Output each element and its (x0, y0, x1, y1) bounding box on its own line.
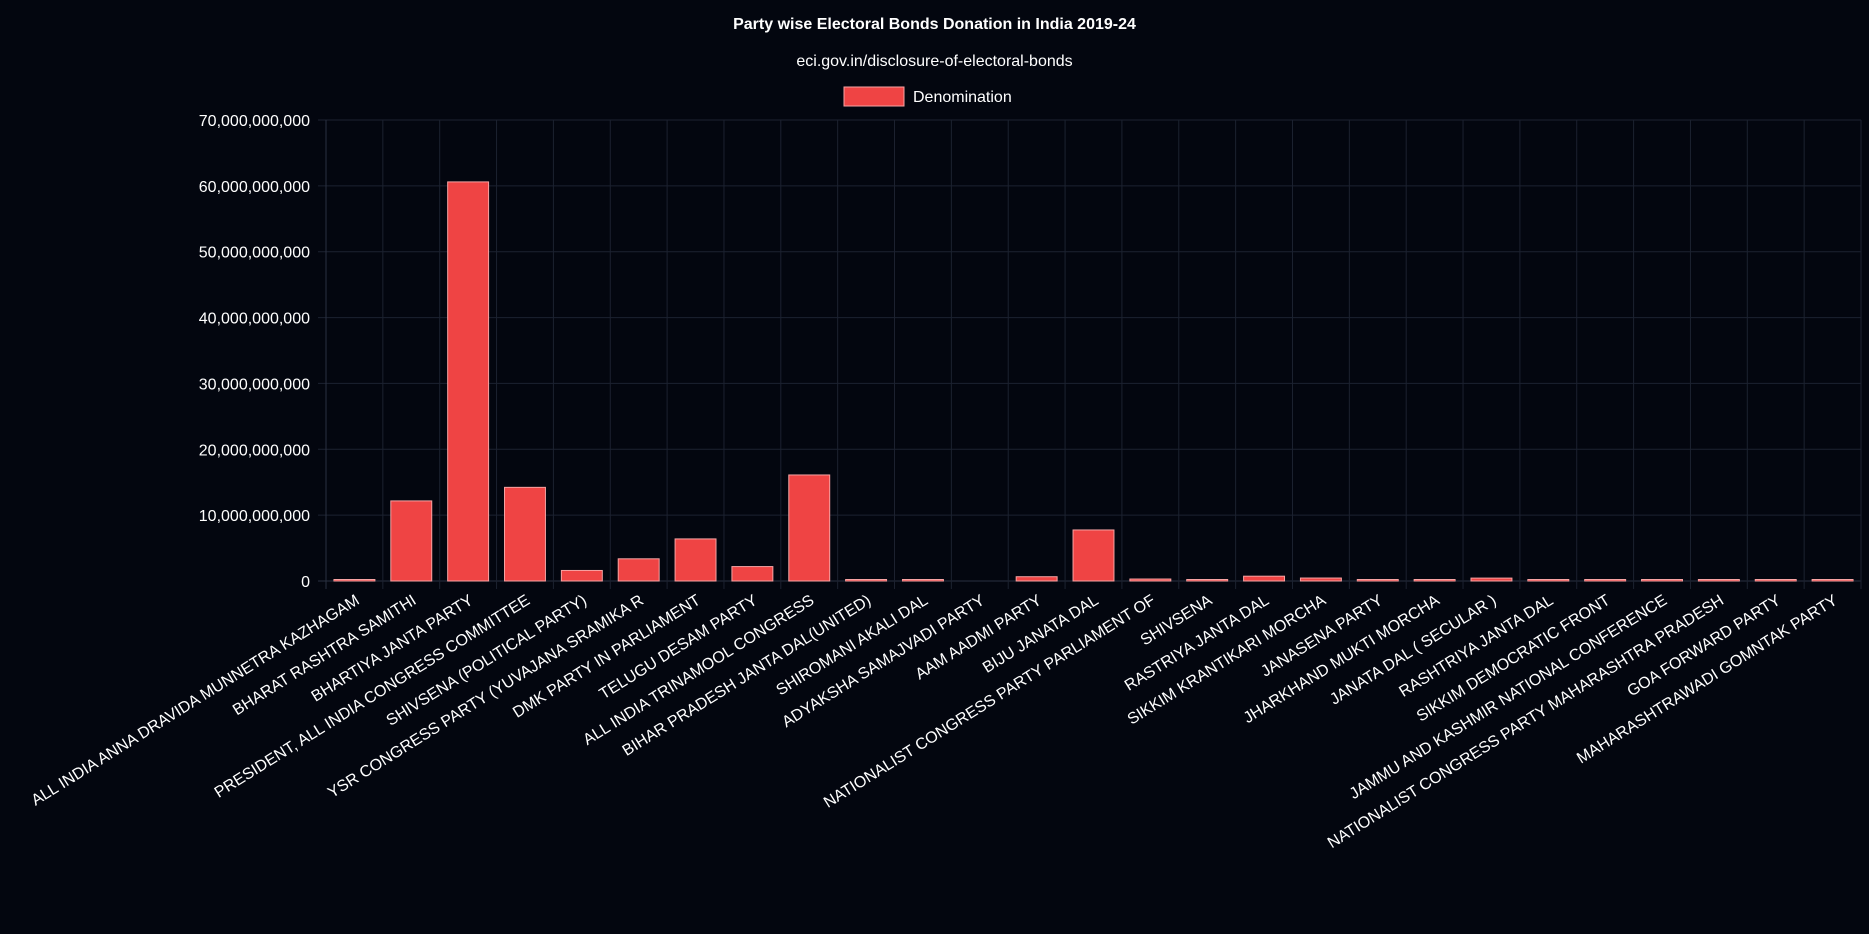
bar[interactable] (333, 579, 376, 582)
legend-label: Denomination (913, 89, 1012, 106)
bar[interactable] (1697, 579, 1740, 582)
x-axis-labels: ALL INDIA ANNA DRAVIDA MUNNETRA KAZHAGAM… (29, 592, 1841, 852)
bar[interactable] (390, 500, 433, 582)
bar[interactable] (1243, 575, 1286, 582)
bar[interactable] (1356, 579, 1399, 582)
bar[interactable] (1072, 529, 1115, 582)
y-tick-label: 30,000,000,000 (199, 376, 310, 393)
bar[interactable] (1129, 578, 1172, 582)
y-tick-label: 70,000,000,000 (199, 113, 310, 130)
y-axis-ticks: 0 10,000,000,000 20,000,000,000 30,000,000,… (199, 113, 310, 591)
bar[interactable] (1413, 579, 1456, 582)
chart-subtitle: eci.gov.in/disclosure-of-electoral-bonds (796, 53, 1072, 70)
bar[interactable] (1754, 579, 1797, 582)
bar[interactable] (731, 566, 774, 582)
y-tick-label: 60,000,000,000 (199, 179, 310, 196)
bar[interactable] (1811, 579, 1854, 582)
bar[interactable] (1015, 576, 1058, 582)
bar[interactable] (1527, 579, 1570, 582)
grid (318, 119, 1862, 589)
y-tick-label: 50,000,000,000 (199, 245, 310, 262)
bar[interactable] (788, 474, 831, 582)
bar[interactable] (1641, 579, 1683, 582)
x-category-label: ALL INDIA ANNA DRAVIDA MUNNETRA KAZHAGAM (29, 592, 363, 809)
bars (333, 181, 1854, 582)
y-tick-label: 0 (301, 574, 310, 591)
y-tick-label: 20,000,000,000 (199, 442, 310, 459)
bar[interactable] (901, 579, 944, 582)
y-tick-label: 10,000,000,000 (199, 508, 310, 525)
bar[interactable] (617, 558, 660, 582)
chart-title: Party wise Electoral Bonds Donation in I… (733, 16, 1136, 33)
bar[interactable] (674, 538, 717, 582)
y-tick-label: 40,000,000,000 (199, 311, 310, 328)
legend[interactable]: Denomination (843, 86, 1012, 107)
bar[interactable] (1299, 577, 1342, 582)
bar[interactable] (560, 569, 603, 582)
legend-swatch (843, 86, 905, 107)
bar[interactable] (845, 579, 888, 582)
bar[interactable] (447, 181, 490, 582)
bar[interactable] (1470, 577, 1513, 582)
bar[interactable] (504, 486, 546, 582)
bar[interactable] (1186, 579, 1229, 582)
bar[interactable] (1584, 579, 1627, 582)
